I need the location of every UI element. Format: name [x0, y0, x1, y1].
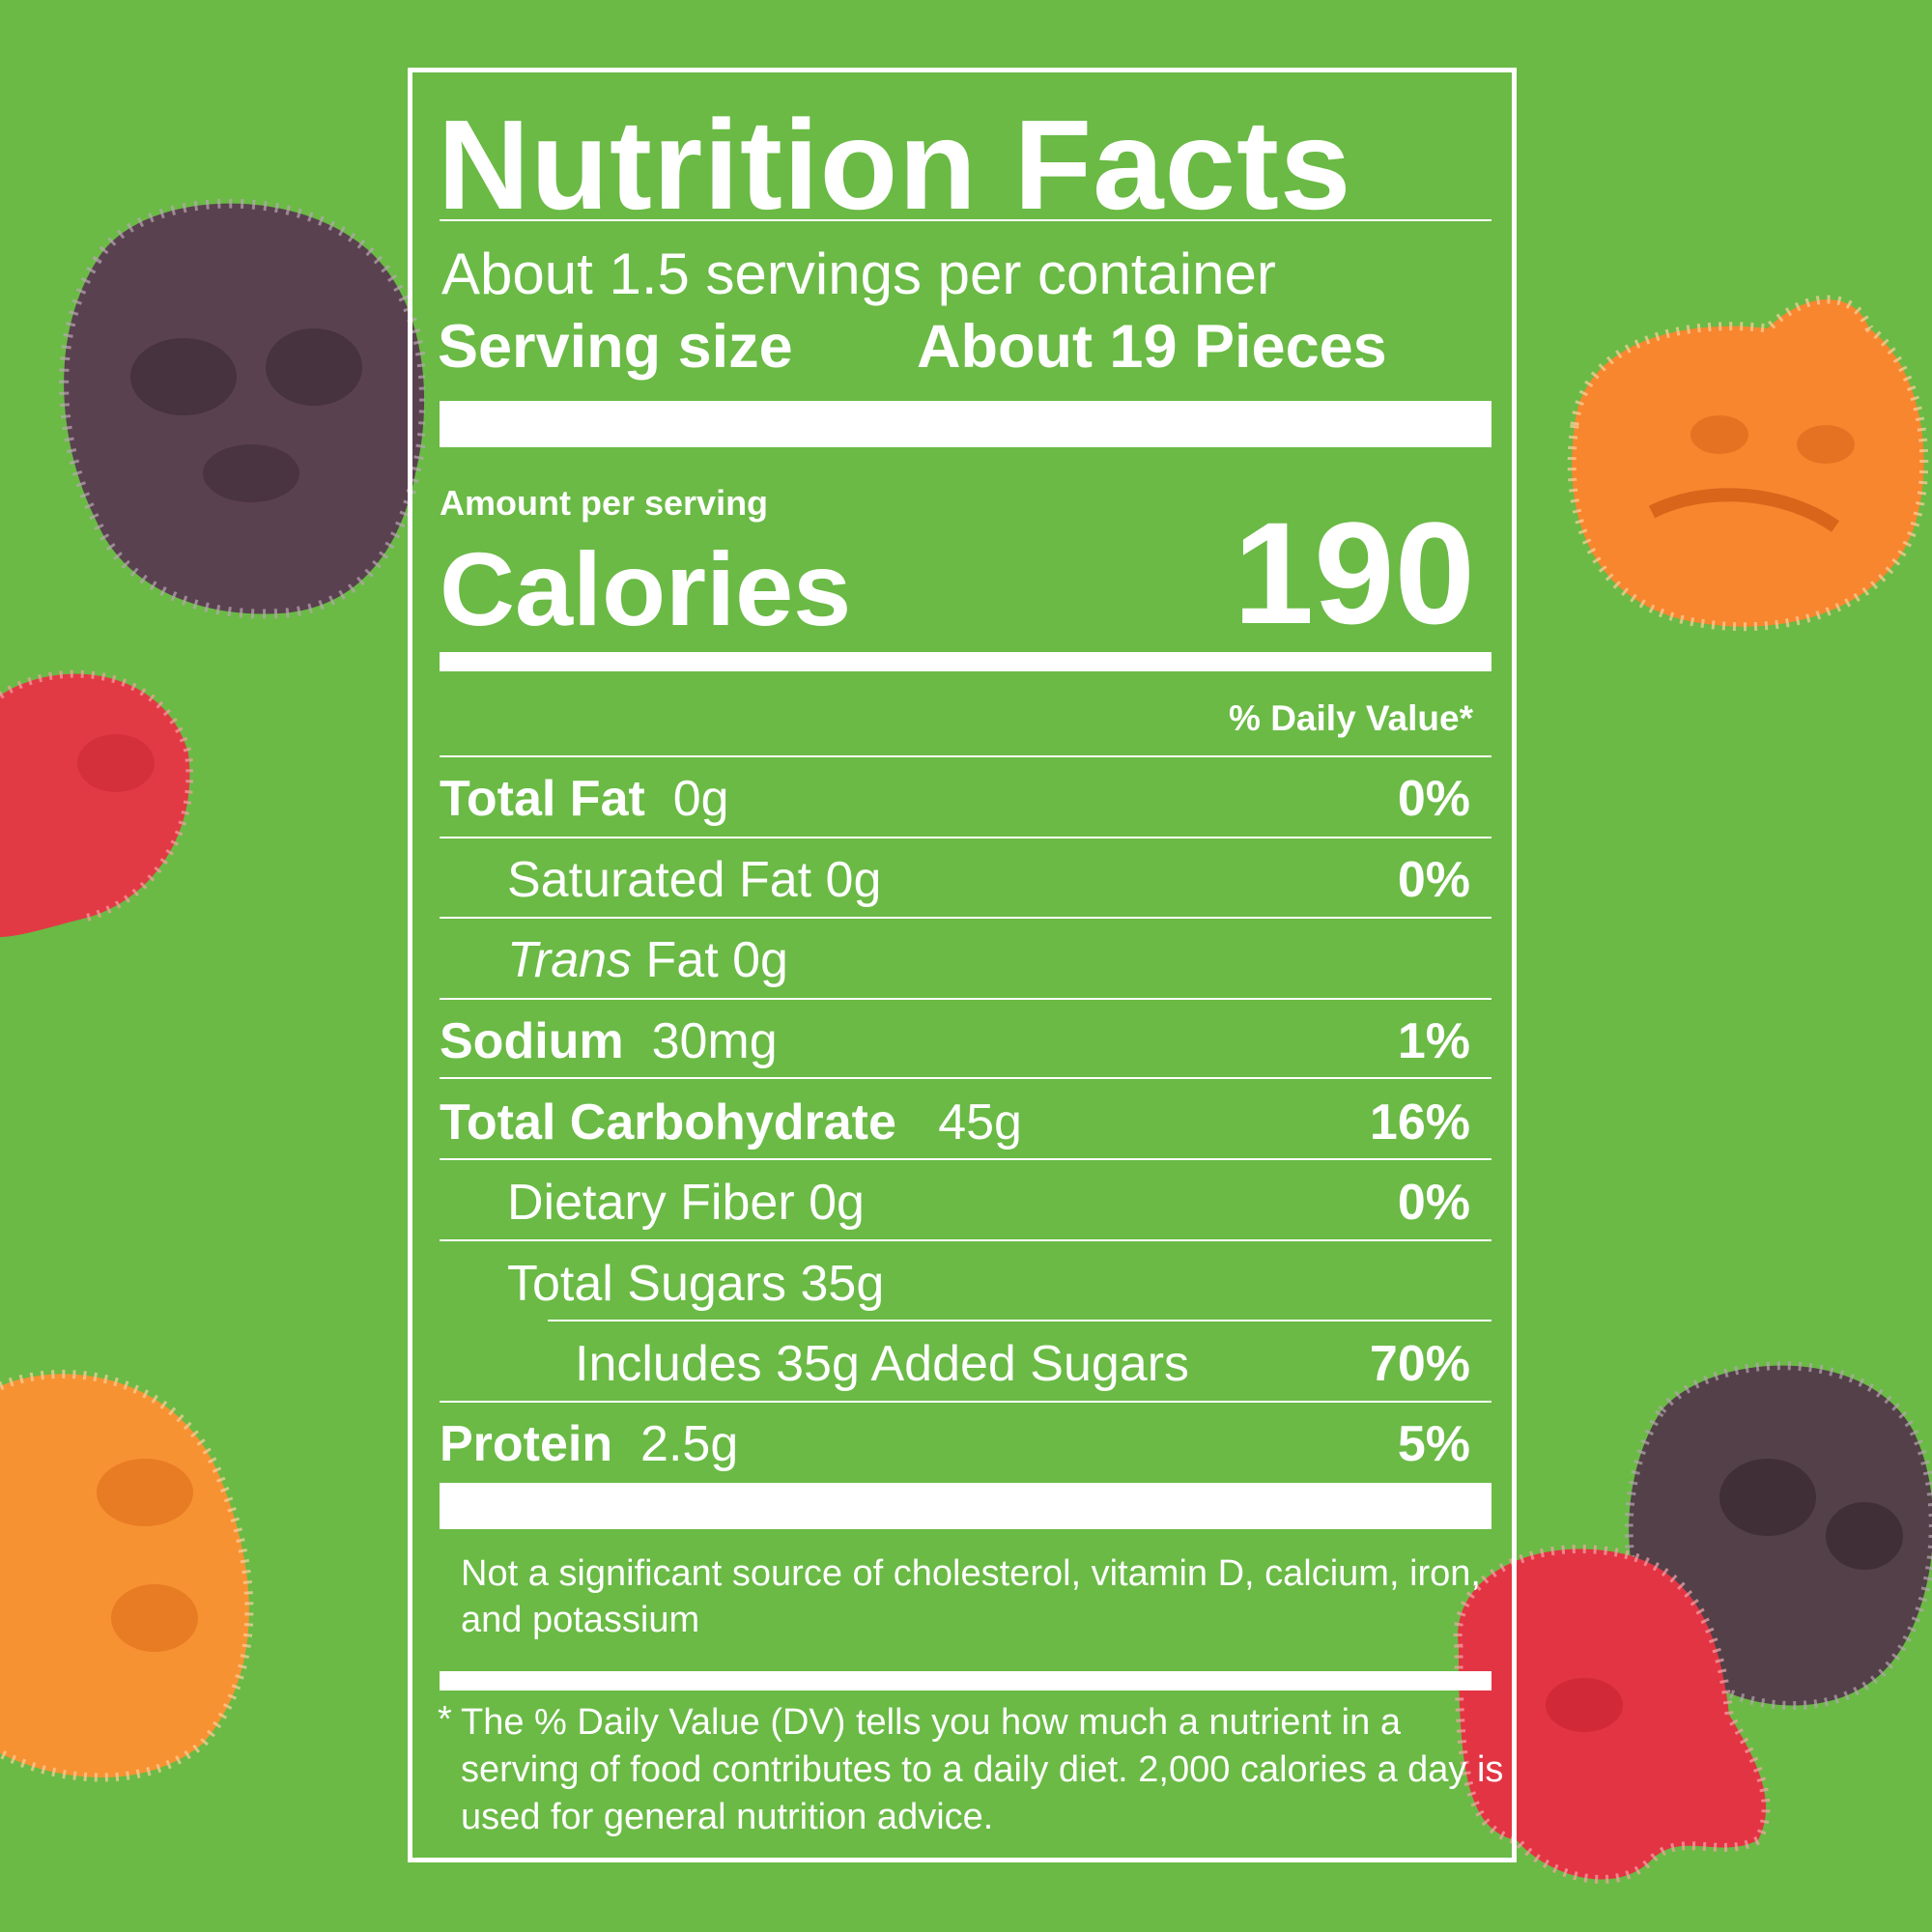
label-title: Nutrition Facts: [438, 94, 1352, 236]
nutrient-row-total-fat: Total Fat 0g 0%: [440, 758, 1492, 838]
nutrient-amount: 45g: [938, 1094, 1022, 1151]
nutrient-amount: 0g: [825, 852, 882, 908]
nutrient-row-total-carbohydrate: Total Carbohydrate 45g 16%: [440, 1082, 1492, 1162]
medium-divider: [440, 652, 1492, 671]
nutrient-row-protein: Protein 2.5g 5%: [440, 1404, 1492, 1484]
nutrient-amount: 0g: [672, 771, 729, 827]
nutrient-row-sodium: Sodium 30mg 1%: [440, 1001, 1492, 1081]
purple-skull-candy: [59, 198, 425, 619]
nutrient-row-saturated-fat: Saturated Fat 0g 0%: [440, 839, 1492, 920]
not-significant-note: Not a significant source of cholesterol,…: [461, 1553, 1481, 1640]
divider: [440, 1158, 1492, 1160]
nutrient-dv: 70%: [1369, 1336, 1470, 1392]
nutrient-amount: 35g: [800, 1256, 885, 1312]
thick-divider: [440, 401, 1492, 447]
divider: [440, 1401, 1492, 1403]
nutrient-row-total-sugars: Total Sugars 35g: [440, 1243, 1492, 1323]
red-ghost-candy: [1453, 1545, 1771, 1884]
nutrient-name: Protein: [440, 1416, 613, 1472]
nutrient-name: Trans: [507, 932, 633, 988]
nutrient-dv: 16%: [1369, 1094, 1470, 1151]
red-candy: [0, 669, 193, 937]
nutrient-name: Total Sugars: [507, 1256, 787, 1312]
nutrient-name: Sodium: [440, 1013, 624, 1069]
serving-size-value: About 19 Pieces: [917, 313, 1387, 381]
divider: [440, 1239, 1492, 1241]
nutrient-dv: 1%: [1397, 1013, 1470, 1069]
nutrient-amount: Fat 0g: [645, 932, 788, 988]
nutrition-facts-label: Nutrition Facts About 1.5 servings per c…: [408, 68, 1517, 1862]
divider: [440, 917, 1492, 919]
serving-size-label: Serving size: [438, 313, 793, 381]
nutrient-dv: 0%: [1397, 1175, 1470, 1231]
divider: [548, 1320, 1492, 1321]
nutrient-amount: 0g: [809, 1175, 865, 1231]
nutrient-name: Total Carbohydrate: [440, 1094, 896, 1151]
nutrient-row-dietary-fiber: Dietary Fiber 0g 0%: [440, 1162, 1492, 1242]
nutrient-row-trans-fat: Trans Fat 0g: [440, 920, 1492, 1000]
nutrient-dv: 5%: [1397, 1416, 1470, 1472]
thick-divider: [440, 1483, 1492, 1529]
daily-value-footnote: The % Daily Value (DV) tells you how muc…: [461, 1702, 1504, 1837]
servings-per-container: About 1.5 servings per container: [441, 242, 1276, 306]
nutrient-amount: 30mg: [651, 1013, 778, 1069]
footnote-asterisk: *: [438, 1699, 452, 1740]
medium-divider: [440, 1671, 1492, 1690]
nutrient-name: Total Fat: [440, 771, 645, 827]
nutrient-name: Saturated Fat: [507, 852, 812, 908]
amount-per-serving: Amount per serving: [440, 483, 769, 523]
divider: [440, 837, 1492, 838]
nutrient-name: Includes 35g Added Sugars: [575, 1336, 1190, 1392]
daily-value-header: % Daily Value*: [1229, 698, 1473, 738]
orange-skull-candy: [0, 1369, 254, 1782]
nutrient-dv: 0%: [1397, 852, 1470, 908]
nutrient-amount: 2.5g: [640, 1416, 739, 1472]
nutrient-name: Dietary Fiber: [507, 1175, 795, 1231]
divider: [440, 998, 1492, 1000]
nutrient-row-added-sugars: Includes 35g Added Sugars 70%: [440, 1323, 1492, 1404]
divider: [440, 219, 1492, 221]
divider: [440, 1077, 1492, 1079]
nutrient-dv: 0%: [1397, 771, 1470, 827]
orange-pumpkin-candy: [1567, 295, 1929, 632]
calories-label: Calories: [440, 530, 852, 647]
calories-value: 190: [1233, 492, 1475, 654]
divider: [440, 755, 1492, 757]
